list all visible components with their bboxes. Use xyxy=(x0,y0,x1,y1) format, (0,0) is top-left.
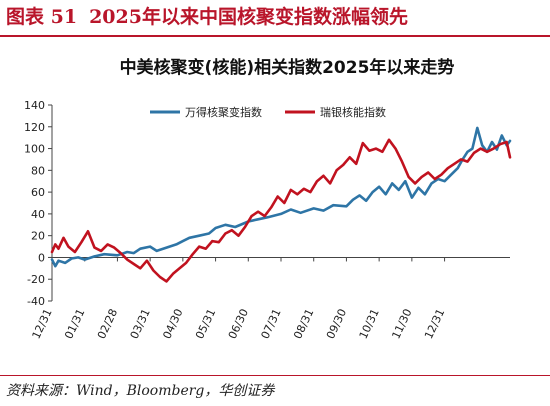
x-tick-label: 08/31 xyxy=(291,307,316,341)
y-tick-label: -40 xyxy=(27,295,45,308)
y-tick-label: 40 xyxy=(31,208,45,221)
bottom-rule xyxy=(0,375,550,376)
x-tick-label: 04/30 xyxy=(160,307,185,341)
legend-label-1: 万得核聚变指数 xyxy=(185,105,262,119)
plot-area xyxy=(50,126,512,283)
x-tick-label: 07/31 xyxy=(259,307,284,341)
source-note: 资料来源：Wind，Bloomberg，华创证券 xyxy=(6,383,275,399)
line-chart: 中美核聚变(核能)相关指数2025年以来走势 万得核聚变指数 瑞银核能指数 -40… xyxy=(24,57,512,341)
y-tick-label: -20 xyxy=(27,273,45,286)
series-line-1 xyxy=(50,126,512,268)
figure-heading: 2025年以来中国核聚变指数涨幅领先 xyxy=(89,6,408,28)
figure-label: 图表 51 xyxy=(6,6,78,28)
x-tick-label: 10/31 xyxy=(357,307,382,341)
y-tick-label: 140 xyxy=(24,99,45,112)
x-tick-label: 05/31 xyxy=(193,307,218,341)
y-tick-label: 60 xyxy=(31,186,45,199)
figure-title: 图表 51 2025年以来中国核聚变指数涨幅领先 xyxy=(6,2,420,32)
chart-title: 中美核聚变(核能)相关指数2025年以来走势 xyxy=(120,57,455,78)
chart-axes: -40 -20 0 20 40 60 80 100 120 140 12/31 01/31 02/28 0… xyxy=(24,99,510,341)
series-line-2 xyxy=(50,138,512,283)
y-tick-label: 80 xyxy=(31,164,45,177)
x-tick-label: 02/28 xyxy=(95,307,120,341)
x-tick-label: 06/30 xyxy=(226,307,251,341)
x-tick-label: 11/30 xyxy=(389,307,414,341)
legend-label-2: 瑞银核能指数 xyxy=(320,105,386,119)
x-tick-label: 12/31 xyxy=(422,307,447,341)
x-tick-label: 09/30 xyxy=(324,307,349,341)
chart-legend: 万得核聚变指数 瑞银核能指数 xyxy=(150,105,386,119)
x-tick-label: 12/31 xyxy=(30,307,55,341)
y-tick-label: 100 xyxy=(24,143,45,156)
y-tick-label: 120 xyxy=(24,121,45,134)
y-tick-label: 0 xyxy=(38,251,45,264)
y-tick-label: 20 xyxy=(31,230,45,243)
x-tick-label: 03/31 xyxy=(128,307,153,341)
top-rule xyxy=(0,35,550,37)
x-tick-label: 01/31 xyxy=(62,307,87,341)
